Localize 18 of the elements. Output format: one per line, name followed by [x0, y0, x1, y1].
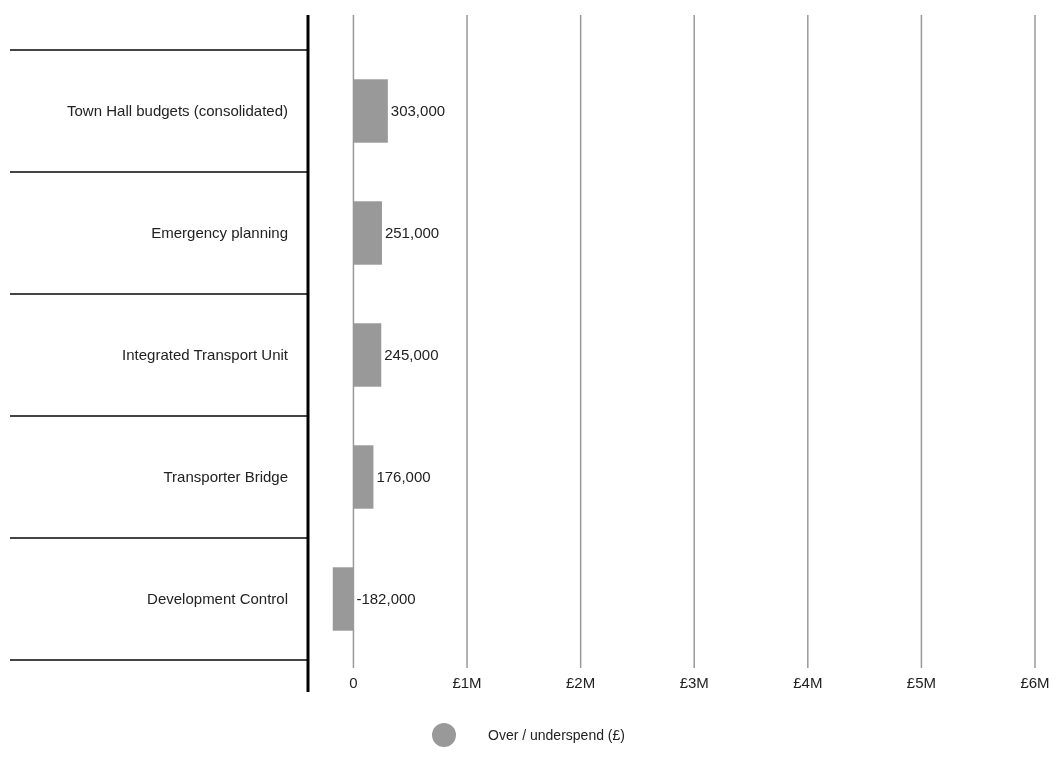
data-label: 303,000: [390, 102, 446, 120]
data-label: -182,000: [356, 590, 416, 608]
data-label: 251,000: [384, 224, 440, 242]
y-tick-label: Town Hall budgets (consolidated): [67, 102, 288, 120]
x-tick-label: 0: [349, 674, 358, 691]
data-label: 245,000: [384, 346, 439, 364]
y-tick-label: Development Control: [147, 590, 288, 608]
x-tick-label: £6M: [1020, 674, 1050, 691]
y-tick-label: Emergency planning: [151, 224, 288, 242]
data-label: 176,000: [376, 468, 431, 486]
x-tick-label: £4M: [793, 674, 823, 691]
x-tick-label: £1M: [452, 674, 482, 691]
legend-label: Over / underspend (£): [488, 726, 625, 743]
y-tick-label: Transporter Bridge: [163, 468, 288, 486]
x-tick-label: £5M: [906, 674, 936, 691]
x-tick-label: £3M: [679, 674, 709, 691]
x-tick-label: £2M: [566, 674, 596, 691]
y-tick-label: Integrated Transport Unit: [122, 346, 289, 364]
